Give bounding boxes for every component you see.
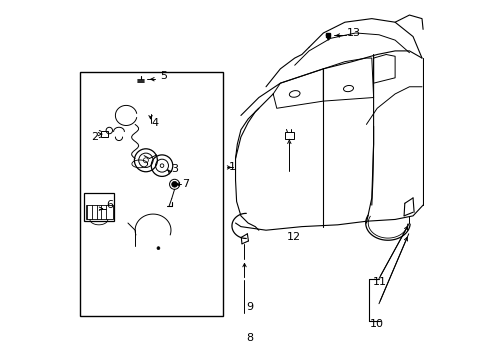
Text: 10: 10 [369,319,384,329]
Text: 5: 5 [160,71,167,81]
Text: 9: 9 [246,302,253,312]
Text: 8: 8 [246,333,253,343]
Bar [83,193,114,221]
Bar [101,131,107,137]
Circle shape [171,181,177,187]
Bar [285,132,293,139]
Text: 13: 13 [346,28,360,38]
Polygon shape [325,35,330,40]
Text: 6: 6 [106,200,113,210]
Text: 3: 3 [171,164,178,174]
Bar [85,205,112,220]
Bar [80,72,223,316]
Text: 1: 1 [228,162,235,172]
Polygon shape [325,33,329,37]
Text: 4: 4 [151,118,158,128]
Circle shape [157,247,160,249]
Text: 2: 2 [91,132,98,142]
Text: 12: 12 [286,232,301,242]
Text: 11: 11 [372,277,386,287]
Text: 7: 7 [182,179,188,189]
